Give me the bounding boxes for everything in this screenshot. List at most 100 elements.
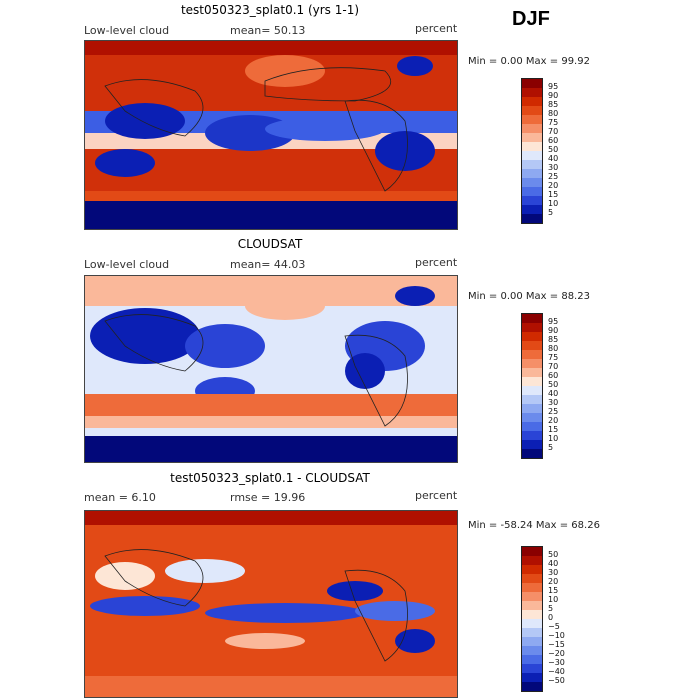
colorbar-segment	[522, 323, 542, 332]
colorbar-segment	[522, 106, 542, 115]
colorbar-segment	[522, 314, 542, 323]
colorbar-segment	[522, 386, 542, 395]
panel3-field	[85, 511, 457, 697]
colorbar-tick-label: 85	[548, 100, 559, 109]
colorbar-tick-label: 10	[548, 595, 559, 604]
colorbar-segment	[522, 395, 542, 404]
colorbar-tick-label: 15	[548, 190, 559, 199]
colorbar-segment	[522, 404, 542, 413]
colorbar-segment	[522, 350, 542, 359]
colorbar-tick-label: 30	[548, 568, 559, 577]
colorbar-tick-label: −40	[548, 667, 565, 676]
colorbar-segment	[522, 368, 542, 377]
colorbar-segment	[522, 341, 542, 350]
colorbar-tick-label: 95	[548, 317, 559, 326]
colorbar-segment	[522, 115, 542, 124]
colorbar-segment	[522, 628, 542, 637]
colorbar-tick-label: 80	[548, 344, 559, 353]
colorbar-tick-label: −5	[548, 622, 560, 631]
colorbar-tick-label: 90	[548, 326, 559, 335]
panel1-units: percent	[415, 22, 458, 35]
panel3-minmax: Min = -58.24 Max = 68.26	[468, 520, 600, 531]
colorbar-segment	[522, 646, 542, 655]
panel1-title: test050323_splat0.1 (yrs 1-1)	[180, 3, 360, 17]
panel1-map	[84, 40, 458, 230]
colorbar-tick-label: 40	[548, 154, 559, 163]
colorbar-segment	[522, 205, 542, 214]
panel2-map	[84, 275, 458, 463]
colorbar-tick-label: 60	[548, 136, 559, 145]
colorbar-segment	[522, 422, 542, 431]
colorbar-tick-label: 20	[548, 181, 559, 190]
panel1-variable-label: Low-level cloud	[84, 24, 170, 37]
panel2-minmax: Min = 0.00 Max = 88.23	[468, 291, 590, 302]
panel2-units: percent	[415, 256, 458, 269]
colorbar-tick-label: 50	[548, 550, 559, 559]
colorbar-tick-label: 30	[548, 163, 559, 172]
colorbar-segment	[522, 79, 542, 88]
colorbar-tick-label: 5	[548, 208, 554, 217]
colorbar-tick-label: 85	[548, 335, 559, 344]
colorbar-segment	[522, 413, 542, 422]
colorbar-segment	[522, 637, 542, 646]
colorbar-tick-label: 5	[548, 443, 554, 452]
colorbar-tick-label: 75	[548, 118, 559, 127]
colorbar-segment	[522, 133, 542, 142]
colorbar-tick-label: 70	[548, 362, 559, 371]
colorbar-segment	[522, 565, 542, 574]
colorbar-tick-label: 25	[548, 407, 559, 416]
colorbar-segment	[522, 574, 542, 583]
panel3-units: percent	[415, 489, 458, 502]
panel3-rmse: rmse = 19.96	[230, 491, 306, 504]
colorbar-tick-label: 20	[548, 416, 559, 425]
colorbar-segment	[522, 556, 542, 565]
colorbar-segment	[522, 359, 542, 368]
colorbar-segment	[522, 601, 542, 610]
colorbar-segment	[522, 449, 542, 458]
season-label: DJF	[512, 8, 550, 30]
colorbar-tick-label: 95	[548, 82, 559, 91]
colorbar-tick-label: 25	[548, 172, 559, 181]
colorbar-segment	[522, 214, 542, 223]
colorbar-segment	[522, 592, 542, 601]
colorbar-segment	[522, 178, 542, 187]
colorbar-segment	[522, 619, 542, 628]
colorbar-segment	[522, 655, 542, 664]
colorbar-segment	[522, 169, 542, 178]
colorbar-tick-label: 10	[548, 199, 559, 208]
panel3-mean: mean = 6.10	[84, 491, 156, 504]
colorbar-tick-label: 50	[548, 145, 559, 154]
panel3-title: test050323_splat0.1 - CLOUDSAT	[170, 471, 370, 485]
colorbar-segment	[522, 377, 542, 386]
colorbar-segment	[522, 151, 542, 160]
colorbar-tick-label: 90	[548, 91, 559, 100]
colorbar-segment	[522, 97, 542, 106]
colorbar-tick-label: 75	[548, 353, 559, 362]
colorbar-tick-label: 15	[548, 425, 559, 434]
colorbar-tick-label: −10	[548, 631, 565, 640]
colorbar-tick-label: 30	[548, 398, 559, 407]
panel2-field	[85, 276, 457, 462]
panel2-variable-label: Low-level cloud	[84, 258, 170, 271]
colorbar-tick-label: 40	[548, 389, 559, 398]
colorbar-tick-label: 50	[548, 380, 559, 389]
colorbar-segment	[522, 431, 542, 440]
panel1-mean: mean= 50.13	[230, 24, 306, 37]
colorbar-segment	[522, 547, 542, 556]
colorbar-tick-label: 5	[548, 604, 554, 613]
colorbar-segment	[522, 332, 542, 341]
colorbar-tick-label: 80	[548, 109, 559, 118]
colorbar-tick-label: 20	[548, 577, 559, 586]
colorbar-tick-label: 70	[548, 127, 559, 136]
colorbar-segment	[522, 682, 542, 691]
colorbar-segment	[522, 142, 542, 151]
colorbar-tick-label: −30	[548, 658, 565, 667]
colorbar-segment	[522, 124, 542, 133]
colorbar-segment	[522, 440, 542, 449]
colorbar-segment	[522, 160, 542, 169]
colorbar-segment	[522, 664, 542, 673]
colorbar-tick-label: 15	[548, 586, 559, 595]
colorbar-tick-label: −50	[548, 676, 565, 685]
colorbar-segment	[522, 610, 542, 619]
panel2-title: CLOUDSAT	[237, 237, 303, 251]
